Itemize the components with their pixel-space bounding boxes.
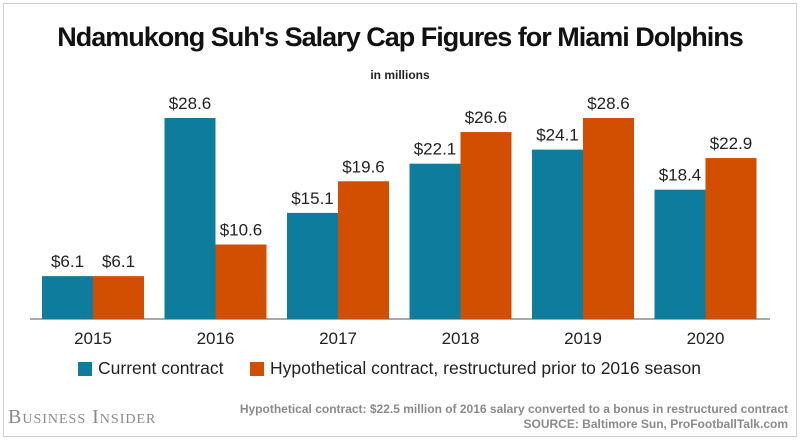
bar-current-2016 xyxy=(164,118,216,319)
bar-hypothetical-2015 xyxy=(93,276,144,319)
data-label-hypothetical-2019: $28.6 xyxy=(587,94,630,113)
legend-swatch-hypothetical xyxy=(250,361,264,376)
data-label-current-2018: $22.1 xyxy=(414,140,457,159)
legend-label-current: Current contract xyxy=(98,358,224,378)
legend-item-current: Current contract xyxy=(78,358,223,379)
bar-hypothetical-2018 xyxy=(460,132,512,319)
legend-item-hypothetical: Hypothetical contract, restructured prio… xyxy=(250,358,701,379)
data-label-current-2019: $24.1 xyxy=(536,126,579,145)
data-label-hypothetical-2016: $10.6 xyxy=(220,221,263,240)
data-label-current-2016: $28.6 xyxy=(169,94,212,113)
brand-logo-text: Business Insider xyxy=(8,406,157,428)
bar-current-2020 xyxy=(654,189,706,319)
legend-label-hypothetical: Hypothetical contract, restructured prio… xyxy=(270,358,701,378)
x-tick-label-2017: 2017 xyxy=(319,329,357,348)
bar-current-2018 xyxy=(409,163,461,319)
x-tick-labels-group: 2015 2016 2017 2018 2019 2020 xyxy=(74,329,724,348)
x-tick-label-2015: 2015 xyxy=(74,329,112,348)
data-labels-group: $6.1 $6.1 $28.6 $10.6 $15.1 $19.6 $22.1 $26.6 $2… xyxy=(51,94,752,271)
x-tick-label-2020: 2020 xyxy=(687,329,725,348)
data-label-hypothetical-2017: $19.6 xyxy=(342,157,385,176)
bar-hypothetical-2016 xyxy=(215,244,267,319)
bar-hypothetical-2020 xyxy=(705,158,757,319)
data-label-hypothetical-2018: $26.6 xyxy=(465,108,508,127)
chart-title: Ndamukong Suh's Salary Cap Figures for M… xyxy=(57,22,744,52)
legend-swatch-current xyxy=(78,361,92,376)
bars-group xyxy=(42,118,757,319)
data-label-hypothetical-2020: $22.9 xyxy=(710,134,753,153)
data-label-current-2017: $15.1 xyxy=(291,189,334,208)
footer-notes: Hypothetical contract: $22.5 million of … xyxy=(240,402,788,432)
bar-hypothetical-2019 xyxy=(583,118,634,319)
bar-current-2019 xyxy=(532,149,583,319)
footer-source: SOURCE: Baltimore Sun, ProFootballTalk.c… xyxy=(523,417,788,431)
x-tick-label-2018: 2018 xyxy=(442,329,480,348)
chart-subtitle: in millions xyxy=(370,68,430,82)
x-tick-label-2016: 2016 xyxy=(197,329,235,348)
bar-current-2015 xyxy=(42,276,93,319)
x-tick-label-2019: 2019 xyxy=(564,329,602,348)
bar-hypothetical-2017 xyxy=(338,181,389,319)
data-label-hypothetical-2015: $6.1 xyxy=(102,252,135,271)
bar-current-2017 xyxy=(287,212,338,319)
data-label-current-2015: $6.1 xyxy=(51,252,84,271)
data-label-current-2020: $18.4 xyxy=(659,166,702,185)
footer-note: Hypothetical contract: $22.5 million of … xyxy=(239,402,788,416)
